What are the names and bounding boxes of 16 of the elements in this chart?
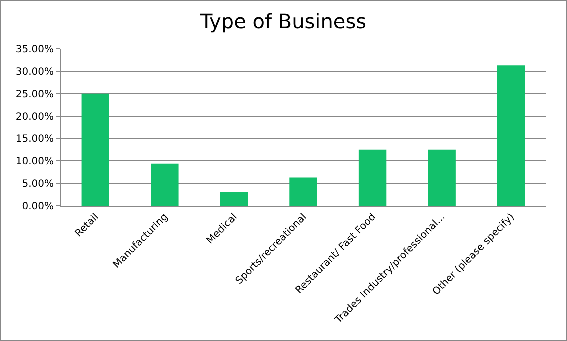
- bar: [220, 192, 248, 206]
- y-tick-label: 15.00%: [16, 134, 54, 146]
- y-tick-label: 0.00%: [22, 202, 54, 212]
- bar: [151, 164, 179, 206]
- y-tick-label: 5.00%: [22, 179, 54, 190]
- bar: [358, 150, 387, 206]
- bar: [498, 66, 526, 206]
- y-tick-label: 25.00%: [16, 89, 54, 100]
- y-tick-label: 30.00%: [16, 66, 54, 78]
- y-tick-label: 10.00%: [16, 156, 54, 168]
- y-tick-label: 20.00%: [16, 112, 54, 123]
- bar: [428, 150, 456, 206]
- bar: [82, 94, 110, 206]
- chart-title: Type of Business: [199, 10, 367, 34]
- bar: [290, 178, 318, 206]
- y-tick-label: 35.00%: [16, 44, 54, 56]
